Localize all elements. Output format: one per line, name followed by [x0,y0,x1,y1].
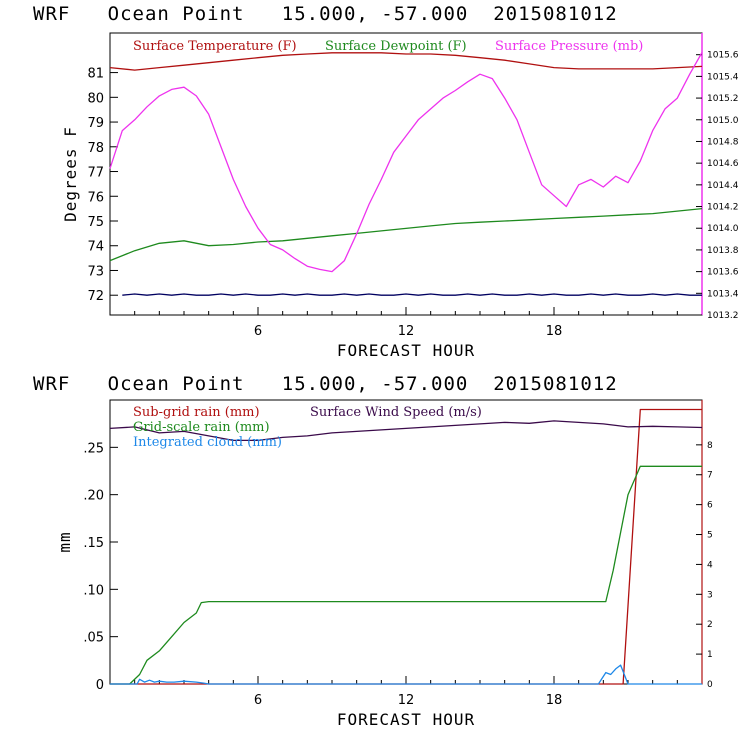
chart-2-title: WRF Ocean Point 15.000, -57.000 20150810… [33,373,618,395]
chart-1: WRF Ocean Point 15.000, -57.000 20150810… [33,3,739,360]
y-tick-label: .10 [83,583,104,598]
chart-2-legend-integrated-cloud: Integrated cloud (mm) [133,435,282,450]
y2-tick-label: 6 [707,501,713,511]
y2-tick-label: 4 [707,560,713,570]
y2-tick-label: 7 [707,471,713,481]
y2-tick-label: 1013.8 [707,246,739,256]
y2-tick-label: 1015.6 [707,51,739,61]
chart-2-x-label: FORECAST HOUR [337,710,475,729]
chart-2-y-ticks: 0 .05 .10 .15 .20 .25 [83,441,118,693]
y2-tick-label: 1014.2 [707,203,739,213]
y-tick-label: 75 [87,215,104,230]
series-line-integrated-cloud [110,664,702,685]
y2-tick-label: 0 [707,680,713,690]
y-tick-label: 81 [87,67,104,82]
chart-1-plot-frame [109,32,703,316]
y-tick-label: 74 [87,240,104,255]
y-tick-label: .15 [83,536,104,551]
series-line-pressure [109,52,703,273]
x-tick-label: 18 [546,324,563,339]
y2-tick-label: 1015.2 [707,94,739,104]
chart-2-y2-ticks: 0 1 2 3 4 5 6 7 8 [696,441,713,690]
y-tick-label: 0 [96,678,104,693]
y-tick-label: 73 [87,264,104,279]
series-line-gridscale-rain [110,465,702,685]
series-line-wind-speed [109,420,703,442]
y-tick-label: .05 [83,631,104,646]
x-tick-label: 18 [546,693,563,708]
x-tick-label: 6 [254,324,262,339]
chart-1-legend-temperature: Surface Temperature (F) [133,39,297,54]
chart-2-series [109,408,703,685]
y2-tick-label: 1013.4 [707,289,739,299]
y-tick-label: 78 [87,141,104,156]
chart-1-title: WRF Ocean Point 15.000, -57.000 20150810… [33,3,618,25]
chart-2-legend-subgrid-rain: Sub-grid rain (mm) [133,405,260,420]
chart-1-x-label: FORECAST HOUR [337,341,475,360]
chart-1-y-ticks: 72 73 74 75 76 77 78 79 80 81 [87,67,118,304]
y-tick-label: 80 [87,91,104,106]
chart-1-x-ticks: 6 12 18 [134,307,678,339]
chart-2-y-label: mm [55,531,74,552]
chart-1-y-label: Degrees F [61,126,80,222]
y2-tick-label: 1014.0 [707,224,739,234]
chart-2-x-ticks: 6 12 18 [134,676,678,708]
y2-tick-label: 1013.2 [707,311,739,321]
series-line-mixing-ratio [122,293,702,296]
y-tick-label: .20 [83,489,104,504]
y2-tick-label: 1014.4 [707,181,739,191]
chart-1-series [109,52,703,296]
y-tick-label: 76 [87,190,104,205]
y2-tick-label: 2 [707,620,713,630]
chart-1-legend-dewpoint: Surface Dewpoint (F) [325,39,467,54]
chart-1-y2-ticks: 1013.2 1013.4 1013.6 1013.8 1014.0 1014.2 1014… [696,51,739,321]
x-tick-label: 6 [254,693,262,708]
y2-tick-label: 1 [707,650,713,660]
x-tick-label: 12 [398,324,415,339]
y-tick-label: 77 [87,166,104,181]
y2-tick-label: 1015.4 [707,72,739,82]
y2-tick-label: 1014.8 [707,137,739,147]
y2-tick-label: 3 [707,590,713,600]
x-tick-label: 12 [398,693,415,708]
series-line-temperature [109,52,703,71]
y2-tick-label: 8 [707,441,713,451]
series-line-dewpoint [109,207,703,262]
y-tick-label: 72 [87,289,104,304]
y2-tick-label: 1014.6 [707,159,739,169]
chart-2-legend-wind-speed: Surface Wind Speed (m/s) [310,405,482,420]
y2-tick-label: 5 [707,531,713,541]
chart-2: WRF Ocean Point 15.000, -57.000 20150810… [33,373,713,729]
y2-tick-label: 1015.0 [707,116,739,126]
y-tick-label: .25 [83,441,104,456]
chart-2-legend-gridscale-rain: Grid-scale rain (mm) [133,420,270,435]
y-tick-label: 79 [87,116,104,131]
chart-1-legend-pressure: Surface Pressure (mb) [495,39,643,54]
series-line-subgrid-rain [110,408,702,685]
y2-tick-label: 1013.6 [707,268,739,278]
